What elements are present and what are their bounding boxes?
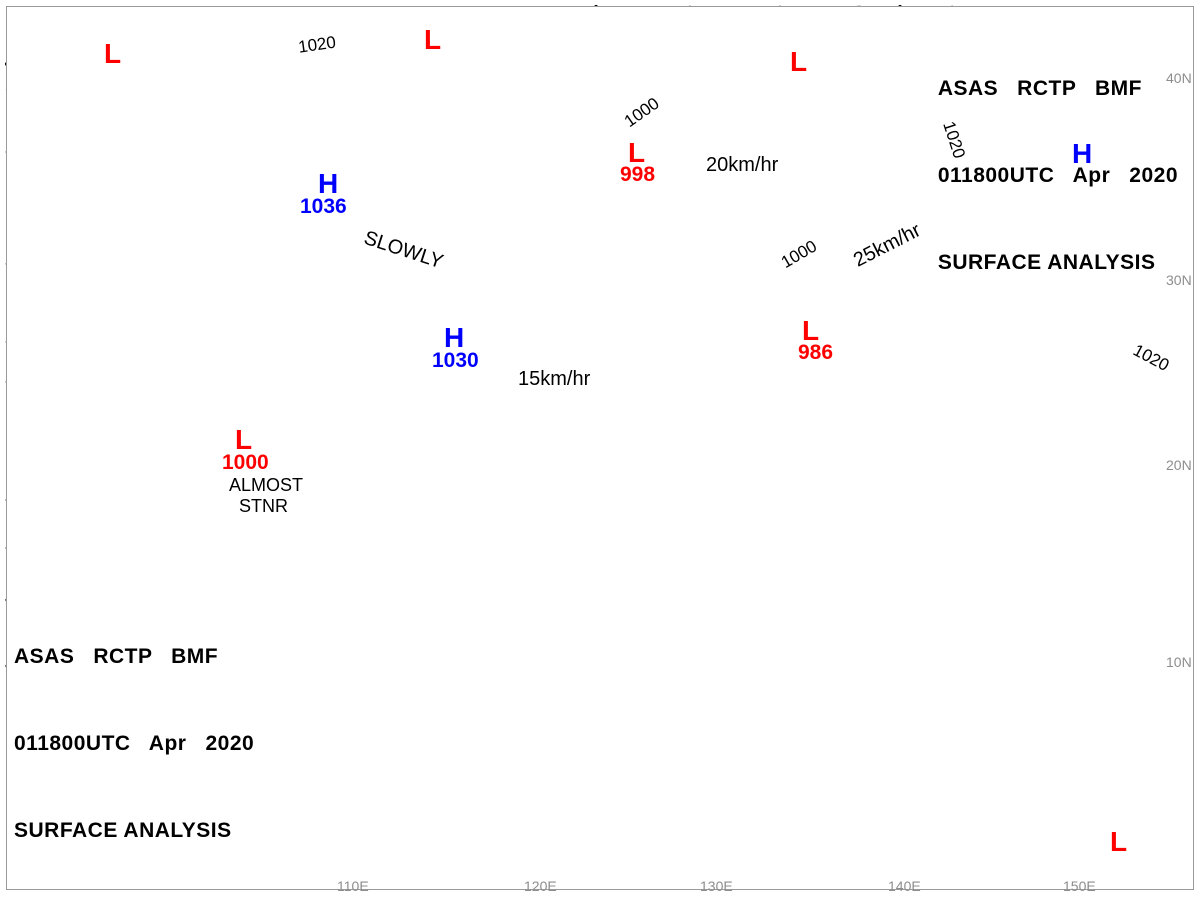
low-value-1000: 1000 (222, 451, 269, 474)
low-symbol-1000[interactable]: L (235, 424, 253, 455)
low-symbol-986[interactable]: L (802, 315, 820, 346)
longitude-label: 120E (524, 878, 557, 894)
latitude-label: 40N (1166, 70, 1192, 86)
high-symbol-1030[interactable]: H (444, 322, 465, 353)
motion-label-stnr: STNR (239, 496, 288, 516)
high-symbol-1036[interactable]: H (318, 168, 339, 199)
low-symbol-bottom-right[interactable]: L (1110, 826, 1128, 857)
header-line-1: ASAS RCTP BMF (937, 77, 1142, 100)
motion-label-20kmhr: 20km/hr (706, 154, 779, 176)
low-value-986: 986 (798, 341, 834, 364)
low-symbol-top-right[interactable]: L (790, 46, 808, 77)
map-border (6, 6, 1194, 890)
low-symbol-998[interactable]: L (628, 137, 646, 168)
high-value-1030: 1030 (432, 349, 479, 372)
longitude-label: 110E (337, 878, 369, 894)
latitude-label: 20N (1166, 457, 1192, 473)
high-symbol-far-right[interactable]: H (1072, 138, 1093, 169)
footer-title-block: ASAS RCTP BMF 011800UTC Apr 2020 SURFACE… (14, 584, 254, 903)
header-title-block: ASAS RCTP BMF 011800UTC Apr 2020 SURFACE… (938, 16, 1178, 335)
latitude-label: 10N (1166, 654, 1192, 670)
low-symbol-top-left[interactable]: L (104, 38, 122, 69)
footer-line-2: 011800UTC Apr 2020 (14, 732, 255, 755)
header-line-2: 011800UTC Apr 2020 (937, 164, 1178, 187)
high-value-1036: 1036 (300, 195, 347, 218)
footer-line-1: ASAS RCTP BMF (14, 645, 219, 668)
footer-line-3: SURFACE ANALYSIS (14, 819, 232, 842)
longitude-label: 140E (888, 878, 921, 894)
motion-label-15kmhr: 15km/hr (518, 368, 591, 390)
header-line-3: SURFACE ANALYSIS (937, 251, 1156, 274)
motion-label-almost: ALMOST (229, 475, 304, 495)
latitude-label: 30N (1166, 272, 1192, 288)
longitude-label: 150E (1063, 878, 1096, 894)
longitude-label: 130E (700, 878, 733, 894)
low-symbol-top-center[interactable]: L (424, 24, 442, 55)
low-value-998: 998 (620, 163, 656, 186)
